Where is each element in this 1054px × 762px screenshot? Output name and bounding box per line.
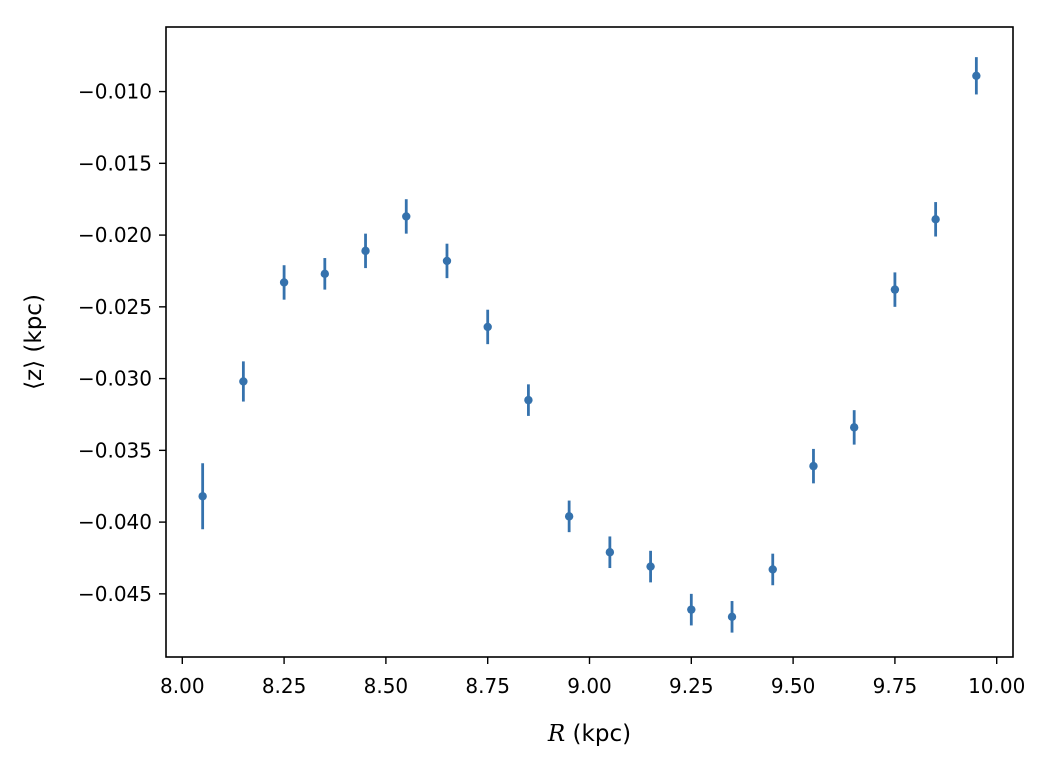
data-point <box>524 395 533 405</box>
data-point <box>361 246 370 256</box>
data-point <box>198 492 207 501</box>
data-point <box>849 423 859 432</box>
data-point <box>972 71 981 80</box>
plot-frame <box>165 26 1014 658</box>
data-point <box>239 377 248 386</box>
y-tick-label: −0.030 <box>78 367 152 391</box>
axis-ticks: 8.00 8.25 8.50 8.75 9.00 9.25 9.50 9.75 10.00 −0.… <box>78 80 1025 698</box>
x-tick-label: 8.75 <box>465 674 510 698</box>
x-axis-label-unit: (kpc) <box>565 721 631 747</box>
data-point <box>442 256 452 266</box>
data-point <box>809 461 818 471</box>
x-axis-label-symbol: R <box>547 721 565 747</box>
data-point <box>890 285 900 294</box>
data-point <box>646 562 655 571</box>
x-tick-label: 8.00 <box>160 674 205 698</box>
data-point <box>483 322 492 332</box>
data-point <box>279 278 289 287</box>
x-tick-label: 8.25 <box>262 674 307 698</box>
data-point <box>564 512 574 521</box>
x-tick-label: 9.00 <box>567 674 612 698</box>
data-point <box>687 605 696 614</box>
x-tick-label: 10.00 <box>968 674 1025 698</box>
x-tick-label: 9.25 <box>669 674 714 698</box>
x-tick-label: 9.50 <box>771 674 816 698</box>
y-tick-label: −0.040 <box>78 510 152 534</box>
data-point <box>605 548 615 557</box>
data-point <box>768 565 777 574</box>
x-tick-label: 9.75 <box>873 674 918 698</box>
y-tick-label: −0.010 <box>78 80 152 104</box>
x-tick-label: 8.50 <box>364 674 409 698</box>
data-point <box>402 212 411 221</box>
y-tick-label: −0.045 <box>78 582 152 606</box>
y-tick-label: −0.020 <box>78 223 152 247</box>
y-tick-label: −0.035 <box>78 438 152 462</box>
y-tick-label: −0.015 <box>78 151 152 175</box>
data-point <box>320 269 330 279</box>
x-axis-label: R (kpc) <box>547 721 631 747</box>
y-tick-label: −0.025 <box>78 295 152 319</box>
data-marks <box>198 57 981 633</box>
data-point <box>727 612 737 622</box>
data-point <box>931 215 940 224</box>
y-axis-label: ⟨z⟩ (kpc) <box>21 294 47 390</box>
